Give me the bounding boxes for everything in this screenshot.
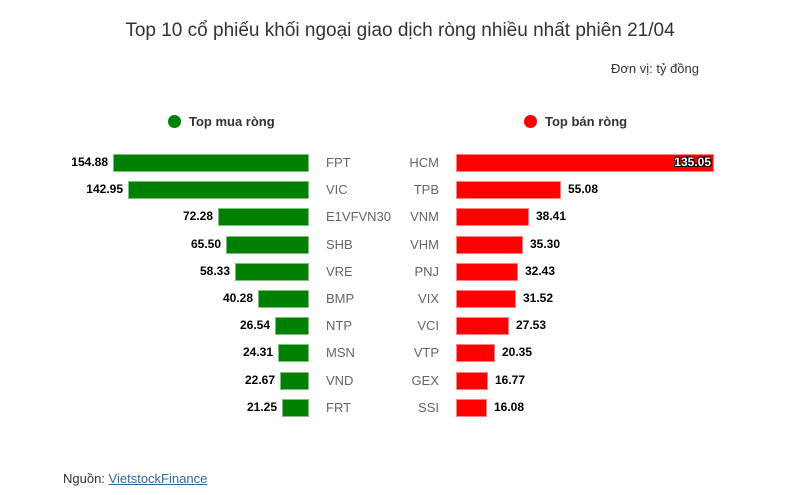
buy-bar-row: 65.50 SHB: [0, 236, 785, 254]
sell-value-label: 31.52: [523, 291, 554, 305]
sell-ticker-label: VTP: [413, 345, 439, 360]
buy-ticker-label: VND: [326, 373, 354, 388]
buy-ticker-label: MSN: [326, 345, 355, 360]
buy-ticker-label: VRE: [326, 264, 353, 279]
buy-bar-row: 58.33 VRE: [0, 263, 785, 281]
buy-bar-row: 154.88 FPT: [0, 154, 785, 172]
buy-bar[interactable]: [258, 290, 309, 308]
buy-ticker-label: E1VFVN30: [326, 209, 392, 224]
buy-bar[interactable]: [226, 236, 309, 254]
buy-ticker-label: SHB: [326, 237, 353, 252]
sell-bar[interactable]: [456, 372, 488, 390]
buy-ticker-label: VIC: [326, 182, 348, 197]
buy-bar[interactable]: [235, 263, 309, 281]
buy-value-label: 40.28: [222, 291, 253, 305]
sell-ticker-label: TPB: [413, 182, 439, 197]
buy-ticker-label: NTP: [326, 318, 352, 333]
sell-bar[interactable]: [456, 344, 495, 362]
buy-bar-row: 24.31 MSN: [0, 344, 785, 362]
buy-value-label: 22.67: [244, 373, 275, 387]
buy-bar-row: 142.95 VIC: [0, 181, 785, 199]
sell-ticker-label: PNJ: [414, 264, 439, 279]
buy-value-label: 26.54: [239, 318, 270, 332]
green-dot-icon: [168, 115, 181, 128]
sell-value-label: 35.30: [530, 237, 561, 251]
sell-bar-row: VCI 27.53: [0, 317, 785, 335]
sell-value-label: 32.43: [525, 264, 556, 278]
sell-value-label: 55.08: [568, 182, 599, 196]
sell-bar[interactable]: [456, 208, 529, 226]
chart-title: Top 10 cổ phiếu khối ngoại giao dịch ròn…: [125, 20, 675, 41]
buy-value-label: 72.28: [182, 209, 213, 223]
sell-bar[interactable]: [456, 317, 509, 335]
sell-ticker-label: VIX: [418, 291, 439, 306]
buy-bar[interactable]: [275, 317, 309, 335]
legend-buy-label: Top mua ròng: [189, 114, 275, 129]
source-link[interactable]: VietstockFinance: [108, 471, 208, 486]
sell-bar-row: SSI 16.08: [0, 399, 785, 417]
buy-bar[interactable]: [113, 154, 309, 172]
sell-bar-row: GEX 16.77: [0, 372, 785, 390]
buy-value-label: 154.88: [71, 155, 108, 169]
sell-ticker-label: VHM: [410, 237, 439, 252]
sell-bar[interactable]: [456, 290, 516, 308]
sell-bar-row: VNM 38.41: [0, 208, 785, 226]
sell-value-label: 20.35: [502, 345, 533, 359]
buy-bar[interactable]: [128, 181, 309, 199]
sell-bar-row: HCM 135.05: [0, 154, 785, 172]
sell-bar[interactable]: [456, 236, 523, 254]
sell-ticker-label: VCI: [417, 318, 439, 333]
sell-bar-row: TPB 55.08: [0, 181, 785, 199]
buy-bar-row: 21.25 FRT: [0, 399, 785, 417]
unit-label: Đơn vị: tỷ đồng: [610, 61, 699, 76]
buy-bar[interactable]: [278, 344, 309, 362]
sell-value-label: 27.53: [516, 318, 547, 332]
sell-value-label: 16.77: [495, 373, 526, 387]
legend-buy: Top mua ròng: [168, 114, 275, 129]
sell-value-label: 135.05: [674, 155, 711, 169]
sell-bar-row: VIX 31.52: [0, 290, 785, 308]
sell-bar-row: PNJ 32.43: [0, 263, 785, 281]
buy-bar[interactable]: [280, 372, 309, 390]
buy-value-label: 24.31: [242, 345, 273, 359]
source-label: Nguồn:: [63, 471, 105, 486]
sell-ticker-label: SSI: [418, 400, 439, 415]
sell-ticker-label: GEX: [411, 373, 439, 388]
sell-bar-row: VTP 20.35: [0, 344, 785, 362]
buy-value-label: 21.25: [246, 400, 277, 414]
buy-ticker-label: FRT: [326, 400, 352, 415]
sell-ticker-label: VNM: [410, 209, 439, 224]
sell-value-label: 38.41: [536, 209, 567, 223]
sell-bar[interactable]: [456, 263, 518, 281]
legend-sell: Top bán ròng: [524, 114, 627, 129]
sell-bar[interactable]: [456, 399, 487, 417]
buy-bar-row: 22.67 VND: [0, 372, 785, 390]
buy-bar-row: 72.28 E1VFVN30: [0, 208, 785, 226]
sell-value-label: 16.08: [494, 400, 525, 414]
source-line: Nguồn: VietstockFinance: [63, 471, 207, 486]
sell-ticker-label: HCM: [409, 155, 439, 170]
sell-bar-row: VHM 35.30: [0, 236, 785, 254]
legend-sell-label: Top bán ròng: [545, 114, 628, 129]
buy-ticker-label: FPT: [326, 155, 351, 170]
red-dot-icon: [524, 115, 537, 128]
buy-value-label: 65.50: [190, 237, 221, 251]
buy-value-label: 142.95: [86, 182, 123, 196]
buy-value-label: 58.33: [199, 264, 230, 278]
buy-bar[interactable]: [282, 399, 309, 417]
buy-bar-row: 26.54 NTP: [0, 317, 785, 335]
sell-bar[interactable]: [456, 154, 714, 172]
buy-ticker-label: BMP: [326, 291, 355, 306]
sell-bar[interactable]: [456, 181, 561, 199]
buy-bar[interactable]: [218, 208, 309, 226]
buy-bar-row: 40.28 BMP: [0, 290, 785, 308]
